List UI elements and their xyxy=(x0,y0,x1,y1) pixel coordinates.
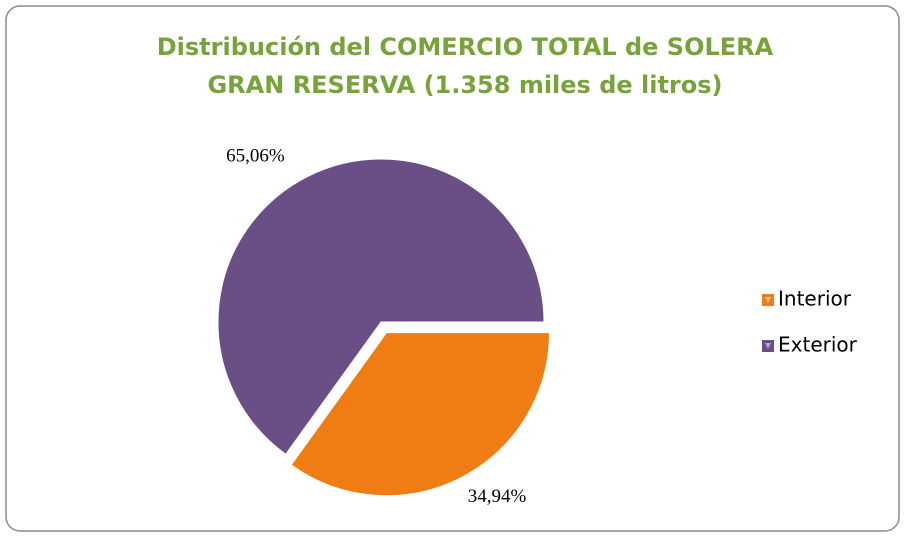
pie-slice xyxy=(217,158,545,455)
chart-title: GRAN RESERVA (1.358 miles de litros) xyxy=(207,71,722,99)
data-label: 34,94% xyxy=(468,486,527,507)
legend-swatch-mark xyxy=(765,343,771,349)
legend-label: Exterior xyxy=(778,333,858,357)
data-label: 65,06% xyxy=(226,145,285,166)
legend-label: Interior xyxy=(778,287,852,311)
pie-slice xyxy=(290,332,550,497)
chart-title: Distribución del COMERCIO TOTAL de SOLER… xyxy=(157,33,774,61)
legend-swatch-mark xyxy=(765,297,771,303)
